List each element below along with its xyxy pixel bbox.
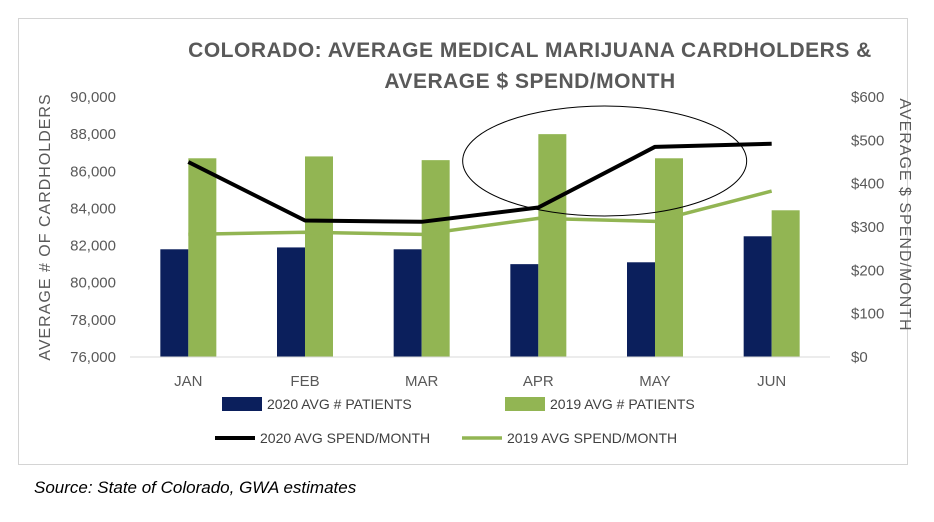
y-left-tick-label: 90,000 — [70, 89, 116, 106]
bar — [421, 160, 450, 357]
legend-label: 2020 AVG SPEND/MONTH — [260, 430, 430, 446]
series-line — [188, 189, 773, 237]
bar — [305, 156, 333, 357]
bar — [510, 264, 539, 357]
y-left-tick-label: 78,000 — [70, 312, 116, 329]
chart-frame — [18, 18, 908, 465]
y-left-tick-label: 84,000 — [70, 200, 116, 217]
y-left-tick-label: 76,000 — [70, 349, 116, 366]
bar — [393, 249, 422, 357]
x-tick-label: JUN — [757, 373, 786, 390]
x-tick-label: APR — [523, 373, 554, 390]
legend-label: 2019 AVG SPEND/MONTH — [507, 430, 677, 446]
bar — [743, 236, 772, 357]
legend: 2020 AVG # PATIENTS 2019 AVG # PATIENTS 20… — [215, 396, 695, 446]
highlight-ellipse — [462, 105, 748, 217]
bar — [627, 262, 655, 357]
legend-swatch — [505, 397, 545, 411]
chart-title-line1: COLORADO: AVERAGE MEDICAL MARIJUANA CARD… — [188, 39, 872, 62]
y-right-tick-label: $0 — [851, 349, 868, 366]
y-right-tick-label: $400 — [851, 176, 884, 193]
bar — [160, 249, 189, 357]
legend-label: 2020 AVG # PATIENTS — [267, 396, 412, 412]
y-right-tick-label: $100 — [851, 306, 884, 323]
y-axis-left-label: AVERAGE # OF CARDHOLDERS — [37, 93, 54, 360]
series-line — [187, 141, 772, 224]
bar — [277, 247, 305, 357]
y-right-tick-label: $600 — [851, 89, 884, 106]
y-right-tick-label: $500 — [851, 132, 884, 149]
y-axis-right-label: AVERAGE $ SPEND/MONTH — [896, 98, 913, 331]
bar — [655, 158, 683, 357]
plot-area: 76,000 78,000 80,000 82,000 84,000 86,000 88,0… — [70, 89, 884, 390]
x-tick-label: JAN — [174, 373, 202, 390]
x-tick-label: FEB — [290, 373, 319, 390]
y-left-tick-label: 86,000 — [70, 163, 116, 180]
bar — [771, 210, 800, 357]
legend-label: 2019 AVG # PATIENTS — [550, 396, 695, 412]
source-note: Source: State of Colorado, GWA estimates — [34, 478, 357, 497]
x-tick-label: MAY — [639, 373, 670, 390]
legend-swatch — [222, 397, 262, 411]
y-left-tick-label: 82,000 — [70, 238, 116, 255]
y-right-tick-label: $200 — [851, 262, 884, 279]
bar — [188, 158, 217, 357]
chart-title-line2: AVERAGE $ SPEND/MONTH — [384, 70, 675, 93]
y-right-tick-label: $300 — [851, 219, 884, 236]
y-left-tick-label: 80,000 — [70, 275, 116, 292]
x-tick-label: MAR — [405, 373, 439, 390]
y-left-tick-label: 88,000 — [70, 126, 116, 143]
bar — [538, 134, 567, 357]
